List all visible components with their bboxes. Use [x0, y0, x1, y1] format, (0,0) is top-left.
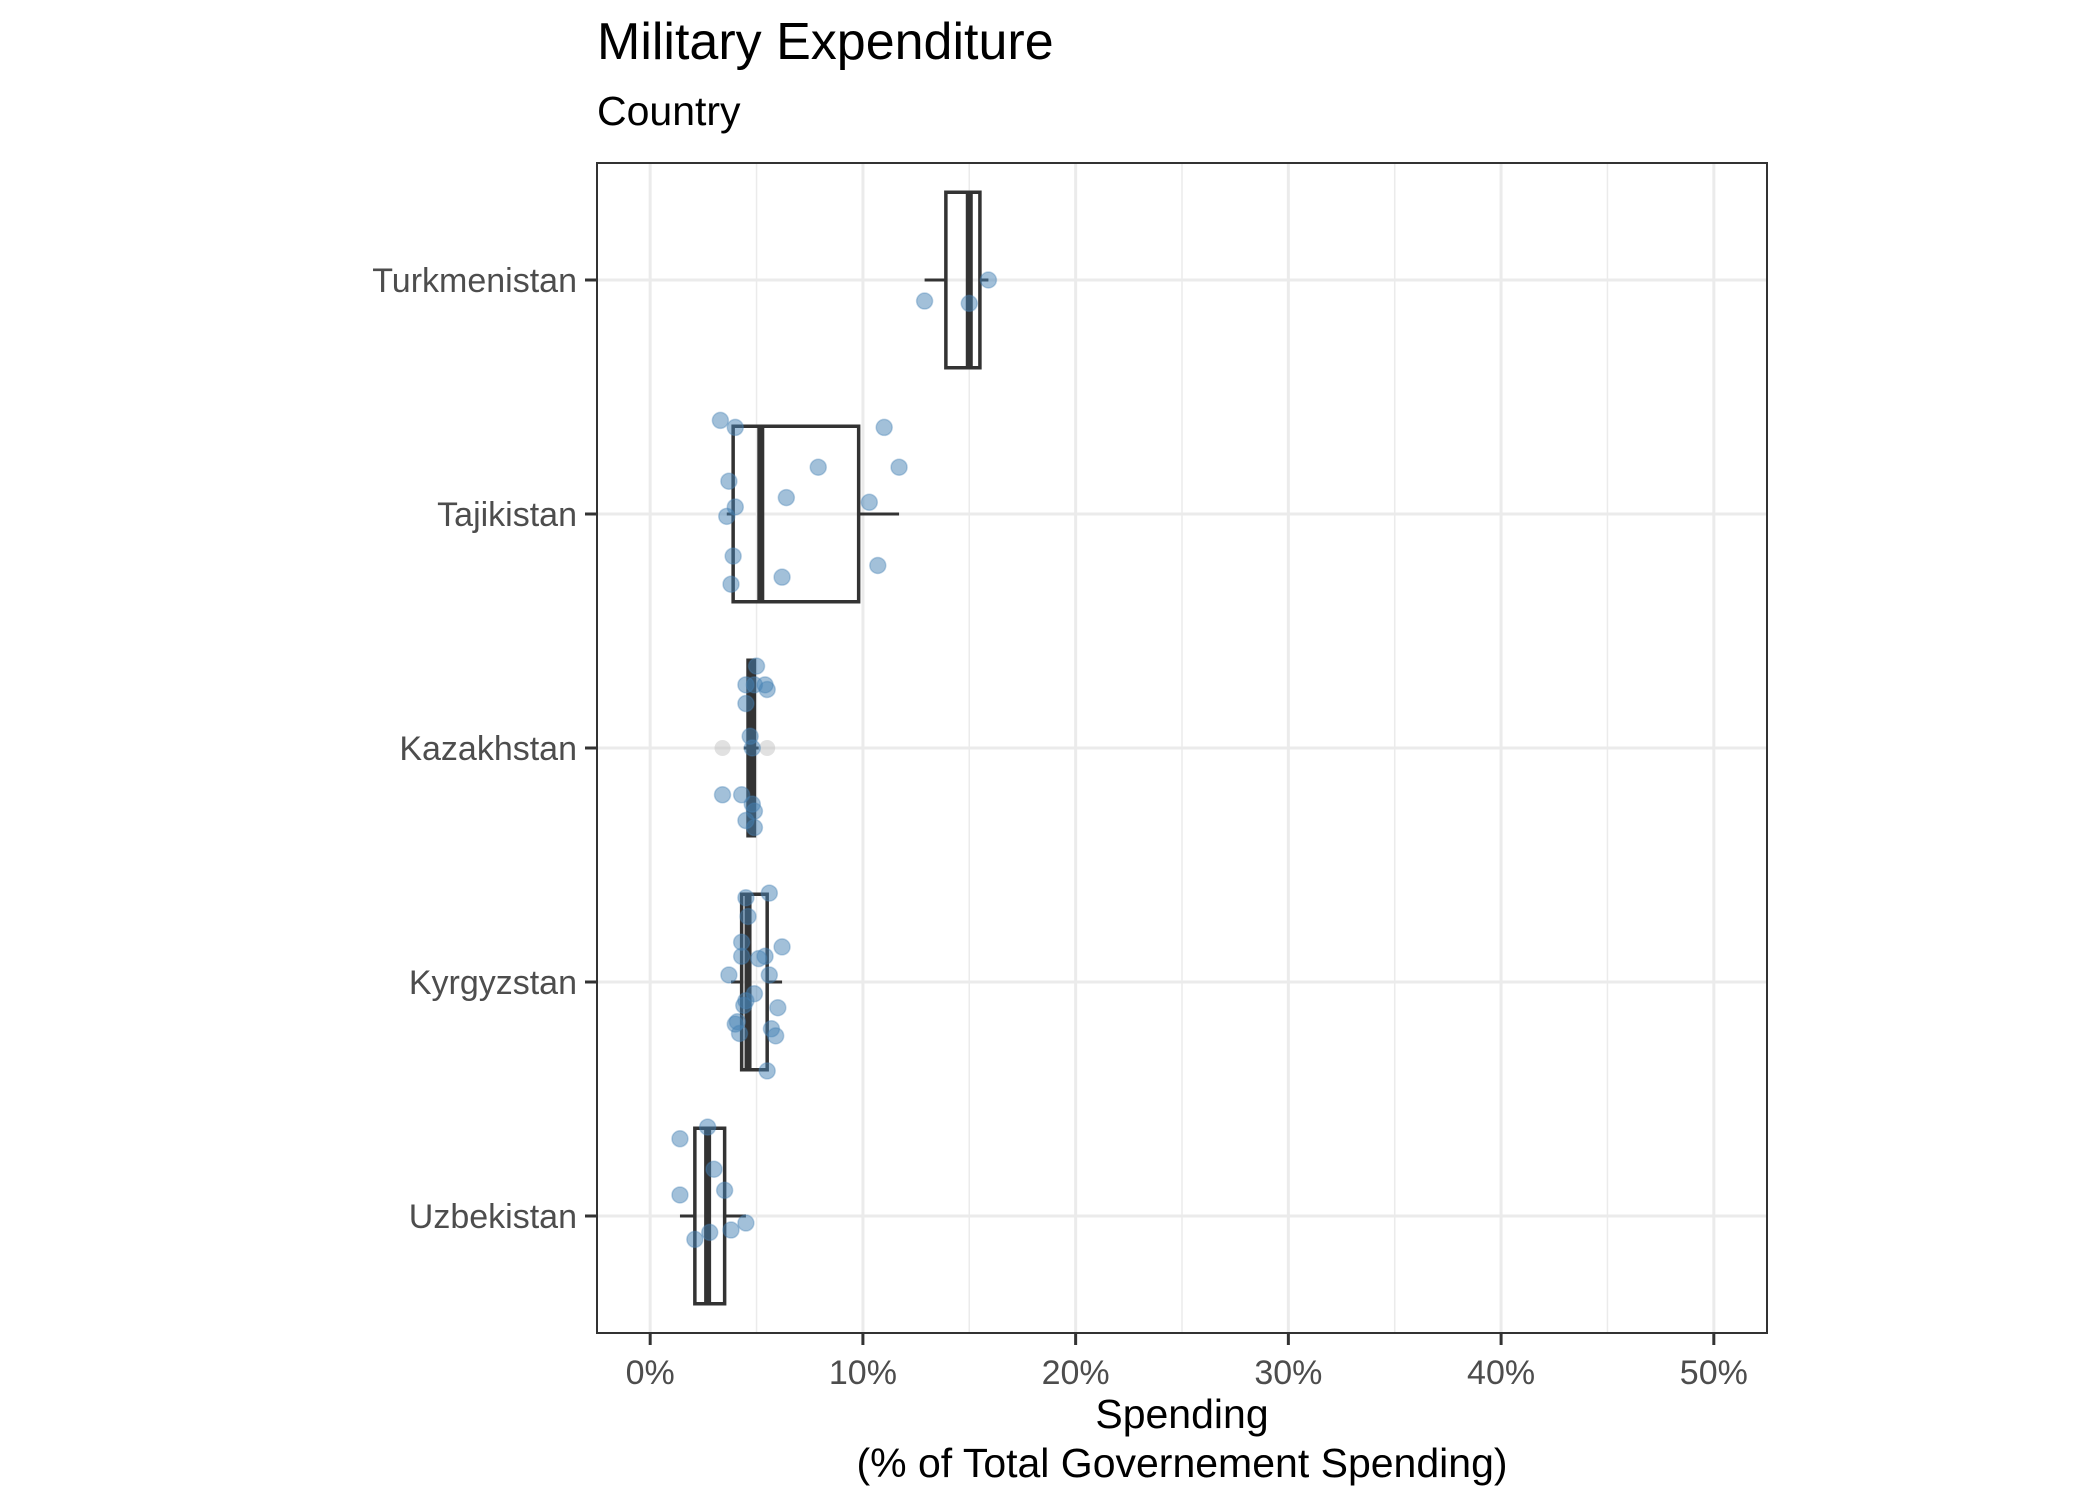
- chart-subtitle: Country: [597, 88, 741, 134]
- data-point: [732, 947, 751, 966]
- data-point: [915, 292, 934, 310]
- data-point: [737, 694, 755, 713]
- x-tick-label: 40%: [1467, 1354, 1535, 1392]
- data-point: [718, 507, 736, 526]
- x-tick-label: 0%: [626, 1354, 675, 1392]
- data-points: [671, 271, 998, 1249]
- data-point: [671, 1130, 689, 1148]
- x-tick-label: 20%: [1042, 1354, 1110, 1392]
- data-point: [747, 657, 766, 675]
- y-tick-label: Tajikistan: [437, 496, 577, 534]
- data-point: [760, 966, 779, 984]
- data-point: [715, 1181, 734, 1200]
- box: [944, 190, 982, 370]
- x-tick-label: 50%: [1680, 1354, 1748, 1392]
- data-point: [698, 1118, 717, 1136]
- y-tick-label: Turkmenistan: [372, 262, 577, 300]
- data-point: [769, 998, 787, 1017]
- outlier-point: [759, 740, 776, 756]
- axes: Turkmenistan Tajikistan Kazakhstan Kyrgyzst…: [372, 262, 1748, 1392]
- data-point: [737, 1214, 755, 1232]
- data-point: [730, 1024, 749, 1043]
- data-point: [724, 547, 742, 565]
- data-point: [979, 271, 998, 289]
- data-point: [726, 418, 745, 437]
- data-point: [773, 938, 791, 956]
- boxes: [679, 190, 989, 1306]
- data-point: [711, 411, 730, 430]
- data-point: [732, 786, 751, 804]
- data-point: [760, 884, 779, 902]
- data-point: [809, 458, 827, 476]
- data-point: [720, 472, 738, 490]
- data-point: [739, 907, 757, 926]
- y-tick-label: Kyrgyzstan: [409, 964, 577, 1002]
- chart-title: Military Expenditure: [597, 13, 1054, 71]
- data-point: [758, 680, 776, 699]
- x-tick-label: 30%: [1254, 1354, 1322, 1392]
- data-point: [671, 1186, 689, 1204]
- data-point: [777, 488, 796, 507]
- data-point: [758, 1062, 776, 1080]
- data-point: [766, 1027, 785, 1045]
- data-point: [713, 786, 732, 804]
- data-point: [705, 1160, 723, 1178]
- data-point: [722, 575, 740, 593]
- data-point: [743, 739, 762, 757]
- data-point: [737, 889, 755, 907]
- outlier-point: [714, 740, 731, 756]
- data-point: [869, 556, 887, 575]
- data-point: [890, 458, 908, 476]
- data-point: [700, 1223, 719, 1242]
- x-axis-label-line-2: (% of Total Governement Spending): [856, 1440, 1508, 1486]
- data-point: [875, 418, 893, 437]
- data-point: [686, 1230, 704, 1249]
- data-point: [745, 818, 764, 837]
- x-axis-label-line-1: Spending: [1095, 1391, 1269, 1437]
- data-point: [720, 966, 738, 984]
- y-tick-label: Uzbekistan: [409, 1198, 577, 1236]
- x-axis-label: Spending (% of Total Governement Spendin…: [597, 1390, 1767, 1488]
- y-tick-label: Kazakhstan: [399, 730, 577, 768]
- x-tick-label: 10%: [829, 1354, 897, 1392]
- data-point: [773, 568, 791, 586]
- data-point: [735, 996, 753, 1015]
- data-point: [860, 493, 879, 512]
- data-point: [960, 294, 979, 313]
- data-point: [722, 1221, 740, 1239]
- data-point: [749, 949, 768, 968]
- gridlines: [597, 163, 1767, 1333]
